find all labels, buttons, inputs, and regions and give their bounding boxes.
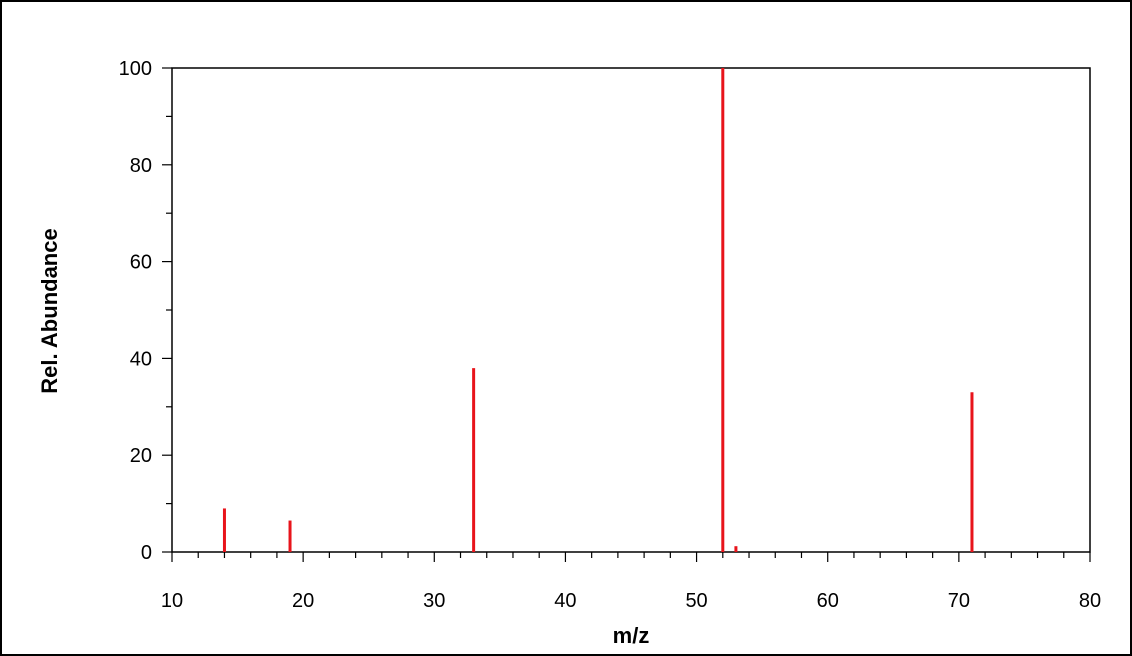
x-tick-label: 20 [292,590,314,612]
y-tick-label: 0 [141,542,152,564]
x-tick-label: 60 [817,590,839,612]
y-axis-title: Rel. Abundance [37,228,62,393]
x-tick-label: 40 [554,590,576,612]
x-tick-label: 80 [1079,590,1101,612]
y-tick-label: 60 [130,252,152,274]
x-axis-title: m/z [613,623,650,648]
y-tick-label: 40 [130,348,152,370]
x-tick-label: 10 [161,590,183,612]
y-tick-label: 100 [119,58,152,80]
x-tick-label: 50 [685,590,707,612]
y-tick-label: 80 [130,155,152,177]
plot-area: 10 20 30 40 50 60 70 80 0 20 40 60 80 100 [119,58,1102,612]
y-tick-label: 20 [130,445,152,467]
x-tick-label: 30 [423,590,445,612]
x-tick-label: 70 [948,590,970,612]
